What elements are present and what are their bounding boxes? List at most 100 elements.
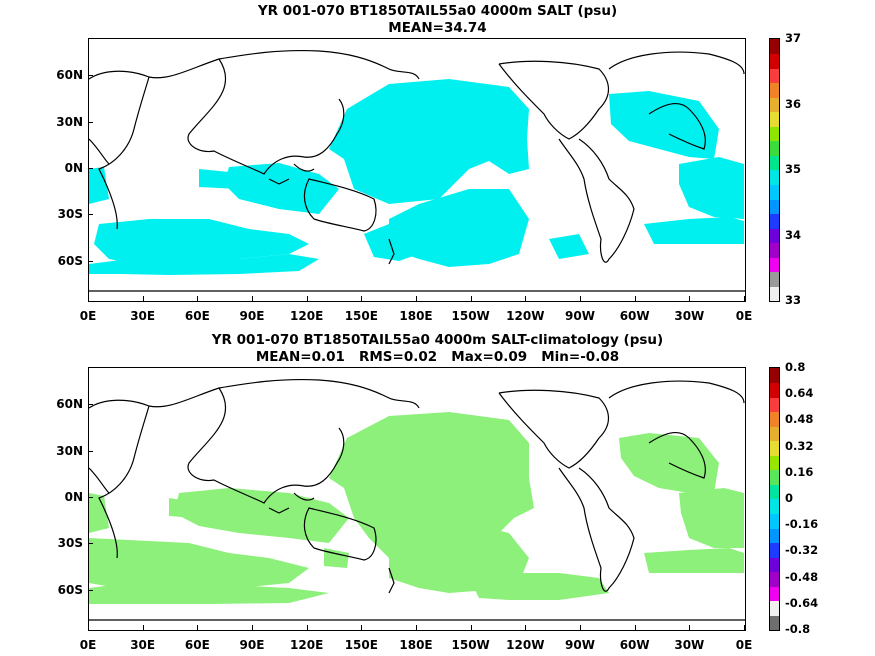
lon-tick-label: 30E <box>130 638 156 652</box>
colorbar-tick-label: -0.64 <box>785 595 819 610</box>
lon-tick-mark <box>416 625 417 630</box>
colorbar-swatch <box>770 213 779 229</box>
colorbar-tick-label: 35 <box>785 162 802 176</box>
colorbar-swatch <box>770 39 779 55</box>
anomaly-field-layer <box>89 412 744 604</box>
lat-tick-mark <box>88 450 93 452</box>
colorbar-tick-label: 0.48 <box>785 412 814 427</box>
lat-tick-label: 30N <box>56 443 83 458</box>
colorbar-swatch <box>770 382 779 398</box>
lat-tick-label: 0N <box>64 161 83 176</box>
lon-tick-mark <box>306 625 308 630</box>
lon-tick-label: 150W <box>451 638 490 652</box>
colorbar-swatch <box>770 111 779 127</box>
lon-tick-label: 0E <box>735 638 753 652</box>
colorbar-swatch <box>770 571 779 587</box>
panel1-mean: MEAN=34.74 <box>388 20 487 36</box>
colorbar-swatch <box>770 513 779 529</box>
lon-tick-label: 150E <box>344 309 378 323</box>
colorbar-swatch <box>770 600 779 616</box>
lon-tick-label: 120E <box>290 309 324 323</box>
lon-tick-mark <box>197 296 199 301</box>
lon-tick-label: 90E <box>239 638 265 652</box>
coastline-layer <box>89 49 745 292</box>
lon-tick-mark <box>525 625 527 630</box>
colorbar-tick-label: 34 <box>785 227 802 242</box>
lon-tick-mark <box>416 296 417 301</box>
colorbar-tick-label: 36 <box>785 96 802 111</box>
lat-tick-label: 60S <box>57 253 83 268</box>
colorbar-swatch <box>770 126 779 142</box>
lat-tick-mark <box>88 75 93 77</box>
colorbar-swatch <box>770 557 779 573</box>
lat-tick-mark <box>88 168 93 170</box>
lat-tick-label: 60N <box>56 397 83 412</box>
lat-tick-label: 30S <box>57 536 83 551</box>
colorbar-tick-label: 0.8 <box>785 360 806 374</box>
lat-tick-mark <box>88 260 93 262</box>
lon-tick-mark <box>197 625 199 630</box>
lon-tick-mark <box>634 625 636 630</box>
lon-tick-label: 90W <box>565 309 595 323</box>
lon-tick-mark <box>634 296 636 301</box>
lon-tick-mark <box>580 625 581 630</box>
lon-tick-label: 120W <box>506 638 545 652</box>
colorbar-swatch <box>770 499 779 515</box>
lon-tick-mark <box>580 296 581 301</box>
lon-tick-label: 180E <box>399 638 433 652</box>
lat-tick-label: 0N <box>64 490 83 505</box>
colorbar-swatch <box>770 411 779 427</box>
colorbar-tick-label: 33 <box>785 293 802 307</box>
panel1-title: YR 001-070 BT1850TAIL55a0 4000m SALT (ps… <box>257 3 618 19</box>
lon-tick-mark <box>142 296 144 301</box>
lon-tick-mark <box>470 625 472 630</box>
panel2-title: YR 001-070 BT1850TAIL55a0 4000m SALT-cli… <box>211 332 664 348</box>
coastline-layer <box>89 378 745 621</box>
lon-tick-label: 0E <box>79 309 97 323</box>
colorbar-swatch <box>770 155 779 171</box>
lon-tick-label: 0E <box>735 309 753 323</box>
salt-anomaly-map-panel <box>88 367 746 631</box>
colorbar-swatch <box>770 426 779 442</box>
lon-tick-label: 120E <box>290 638 324 652</box>
lat-tick-mark <box>88 121 93 123</box>
lon-tick-label: 30W <box>674 638 705 652</box>
salt-anomaly-map-canvas <box>89 378 745 621</box>
lon-tick-label: 60W <box>619 309 650 323</box>
lon-tick-label: 60E <box>184 638 210 652</box>
colorbar-swatch <box>770 199 779 215</box>
lat-tick-label: 30S <box>57 207 83 222</box>
colorbar-swatch <box>770 455 779 471</box>
colorbar-swatch <box>770 257 779 273</box>
lon-tick-mark <box>88 625 89 630</box>
colorbar-tick-label: -0.8 <box>785 622 811 636</box>
lat-tick-mark <box>88 404 93 406</box>
colorbar-swatch <box>770 586 779 602</box>
lat-tick-mark <box>88 497 93 499</box>
colorbar-swatch <box>770 170 779 186</box>
colorbar-tick-label: 0.64 <box>785 386 814 401</box>
colorbar-tick-label: 37 <box>785 31 802 45</box>
lon-tick-label: 30W <box>674 309 705 323</box>
colorbar-tick-label: 0.32 <box>785 438 814 453</box>
lat-tick-mark <box>88 543 93 545</box>
colorbar-swatch <box>770 368 779 384</box>
colorbar-tick-label: -0.48 <box>785 569 819 584</box>
colorbar-swatch <box>770 242 779 258</box>
lon-tick-label: 30E <box>130 309 156 323</box>
lon-tick-label: 150W <box>451 309 490 323</box>
lon-tick-mark <box>252 296 253 301</box>
colorbar-swatch <box>770 397 779 413</box>
lon-tick-mark <box>689 625 691 630</box>
lon-tick-label: 60E <box>184 309 210 323</box>
colorbar-swatch <box>770 542 779 558</box>
colorbar-tick-label: 0 <box>785 491 794 505</box>
lat-tick-mark <box>88 589 93 591</box>
lon-tick-label: 90E <box>239 309 265 323</box>
salt-colorbar <box>769 38 780 302</box>
lon-tick-mark <box>744 625 745 630</box>
lon-tick-mark <box>306 296 308 301</box>
anomaly-colorbar <box>769 367 780 631</box>
lat-tick-label: 60N <box>56 68 83 83</box>
lon-tick-mark <box>470 296 472 301</box>
